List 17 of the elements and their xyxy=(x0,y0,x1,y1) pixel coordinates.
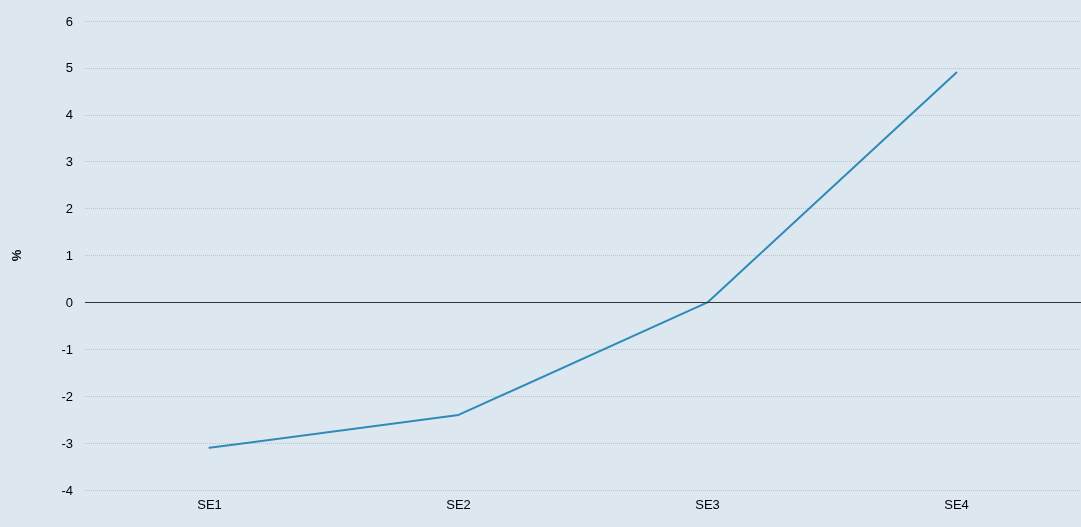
y-tick-label: 5 xyxy=(65,60,73,76)
y-tick-label: 1 xyxy=(65,248,73,263)
y-tick-label: 0 xyxy=(65,294,73,310)
y-tick-label: -1 xyxy=(61,341,73,357)
y-axis-title: % xyxy=(9,249,24,262)
line-series xyxy=(208,71,958,449)
y-tick-label: 2 xyxy=(65,201,73,217)
y-tick-label: 4 xyxy=(65,107,73,123)
y-tick-label: 3 xyxy=(65,154,73,170)
y-tick-label: 6 xyxy=(65,13,73,29)
y-tick-label: -3 xyxy=(61,435,73,451)
x-tick-label: SE4 xyxy=(944,497,969,512)
x-tick-label: SE1 xyxy=(197,497,222,512)
y-tick-label: -4 xyxy=(61,482,73,498)
y-tick-label: -2 xyxy=(61,388,73,404)
x-tick-label: SE2 xyxy=(446,497,471,512)
x-tick-label: SE3 xyxy=(695,497,720,512)
